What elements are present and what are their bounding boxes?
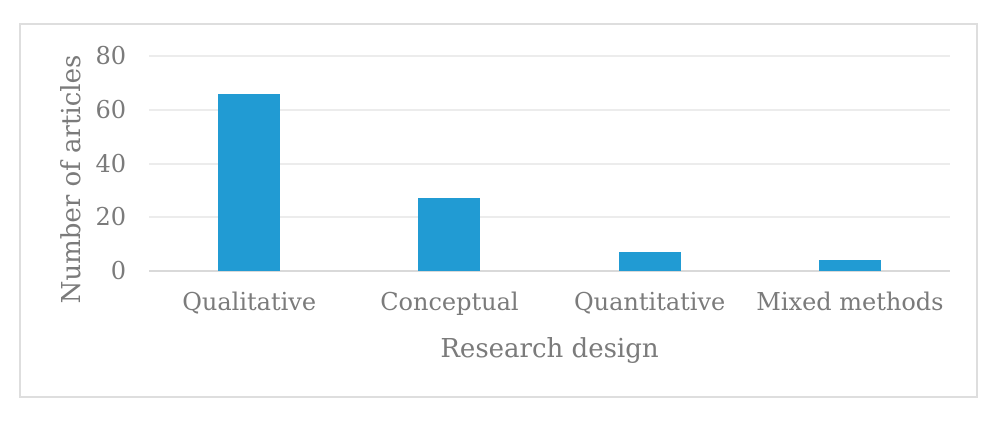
y-tick-label: 80 <box>95 42 126 70</box>
gridline <box>149 108 950 111</box>
x-category-label: Conceptual <box>380 288 519 316</box>
x-category-label: Mixed methods <box>756 288 944 316</box>
bar-mixed-methods <box>818 260 881 271</box>
bar-conceptual <box>418 198 481 271</box>
x-axis-line <box>149 270 950 272</box>
plot-area <box>149 55 950 272</box>
x-category-label: Qualitative <box>182 288 317 316</box>
gridline <box>149 55 950 57</box>
y-tick-label: 0 <box>110 257 126 285</box>
y-tick-label: 40 <box>95 149 126 178</box>
y-tick-label: 20 <box>95 203 126 232</box>
bar-quantitative <box>618 252 681 271</box>
gridline <box>149 216 950 219</box>
gridline <box>149 162 950 165</box>
x-axis-title: Research design <box>440 334 659 364</box>
x-category-label: Quantitative <box>573 288 726 316</box>
bar-chart: Number of articles 0 20 40 60 80 Qualitative… <box>19 23 978 398</box>
bar-qualitative <box>218 93 281 271</box>
y-tick-label: 60 <box>95 95 126 124</box>
